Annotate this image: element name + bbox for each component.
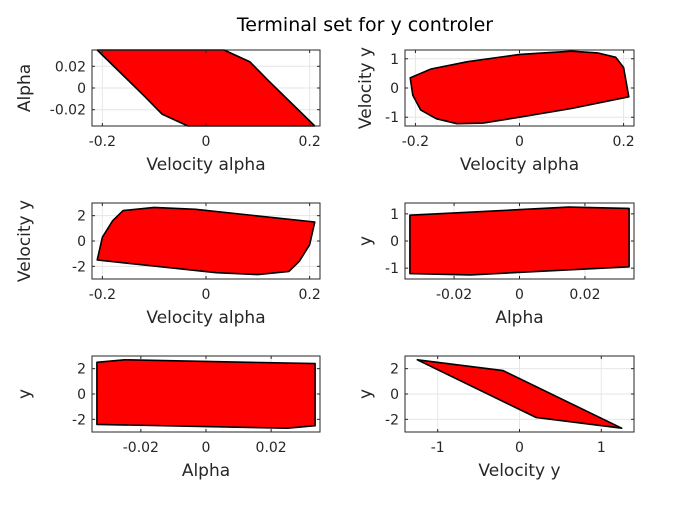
x-axis-label: Alpha	[495, 308, 543, 328]
y-tick-label: -2	[72, 259, 86, 275]
y-tick-label: -1	[385, 110, 399, 126]
terminal-set-region	[409, 206, 630, 276]
figure-title: Terminal set for y controler	[236, 14, 493, 36]
y-tick-label: -2	[385, 412, 399, 428]
y-tick-label: 1	[390, 207, 399, 223]
x-tick-label: 0	[515, 440, 524, 456]
x-axis-label: Alpha	[182, 461, 230, 481]
subplot-1: -0.2 0 0.2 -0.02 0 0.02 Velocity alpha Alpha	[15, 49, 321, 175]
x-tick-label: 0	[202, 134, 211, 150]
y-axis-label: y	[356, 389, 376, 399]
x-tick-label: 0.2	[299, 134, 321, 150]
subplot-3: -0.2 0 0.2 -2 0 2 Velocity alpha Velocity y	[15, 200, 321, 328]
x-tick-label: 0.02	[256, 440, 287, 456]
x-tick-label: 0	[202, 440, 211, 456]
y-tick-label: 2	[77, 362, 86, 378]
y-tick-label: -0.02	[50, 103, 86, 119]
x-axis-label: Velocity alpha	[146, 308, 265, 328]
subplot-2: -0.2 0 0.2 -1 0 1 Velocity alpha Velocity y	[356, 47, 635, 175]
terminal-set-region	[96, 206, 316, 276]
y-tick-label: 0	[390, 234, 399, 250]
y-axis-label: Velocity y	[356, 47, 376, 129]
y-axis-label: Alpha	[15, 64, 35, 112]
y-tick-label: 0	[390, 81, 399, 97]
y-tick-label: 0	[77, 234, 86, 250]
x-tick-label: 0.2	[299, 287, 321, 303]
terminal-set-region	[409, 50, 630, 125]
x-axis-label: Velocity alpha	[460, 155, 579, 175]
y-tick-label: 0	[77, 81, 86, 97]
x-tick-label: 0.2	[612, 134, 634, 150]
y-tick-label: -1	[385, 261, 399, 277]
x-tick-label: -0.02	[123, 440, 159, 456]
y-tick-label: -2	[72, 412, 86, 428]
terminal-set-region	[96, 358, 316, 430]
x-tick-label: 0	[515, 287, 524, 303]
x-tick-label: -0.2	[89, 287, 116, 303]
y-axis-label: Velocity y	[15, 200, 35, 282]
x-tick-label: -0.2	[402, 134, 429, 150]
subplot-5: -0.02 0 0.02 -2 0 2 Alpha y	[15, 355, 321, 481]
x-tick-label: 0	[515, 134, 524, 150]
y-tick-label: 2	[77, 209, 86, 225]
terminal-set-region	[416, 358, 623, 430]
y-axis-label: y	[15, 389, 35, 399]
x-tick-label: 0.02	[569, 287, 600, 303]
y-tick-label: 1	[390, 52, 399, 68]
y-axis-label: y	[356, 236, 376, 246]
subplot-6: -1 0 1 -2 0 2 Velocity y y	[356, 355, 635, 481]
y-tick-label: 0	[77, 387, 86, 403]
subplot-4: -0.02 0 0.02 -1 0 1 Alpha y	[356, 202, 635, 328]
y-tick-label: 2	[390, 362, 399, 378]
y-tick-label: 0	[390, 387, 399, 403]
x-tick-label: 1	[597, 440, 606, 456]
x-tick-label: 0	[202, 287, 211, 303]
x-tick-label: -0.2	[89, 134, 116, 150]
y-tick-label: 0.02	[55, 59, 86, 75]
x-axis-label: Velocity alpha	[146, 155, 265, 175]
x-tick-label: -0.02	[436, 287, 472, 303]
x-axis-label: Velocity y	[478, 461, 560, 481]
x-tick-label: -1	[431, 440, 445, 456]
